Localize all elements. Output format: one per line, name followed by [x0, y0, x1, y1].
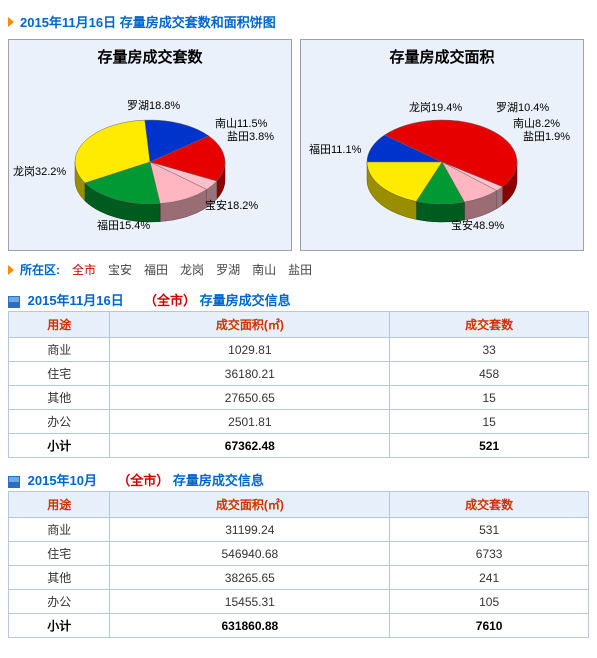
table-row: 住宅36180.21458: [9, 362, 589, 386]
pie-slice-label: 宝安48.9%: [451, 217, 504, 233]
table-cell: 15: [390, 410, 589, 434]
pie-slice-label: 龙岗32.2%: [13, 163, 66, 179]
pie-slice-label: 罗湖18.8%: [127, 97, 180, 113]
table-cell: 27650.65: [110, 386, 390, 410]
table-row: 商业31199.24531: [9, 518, 589, 542]
pie-slice-label: 南山11.5%: [215, 115, 267, 131]
pie-slice-label: 福田15.4%: [97, 217, 150, 233]
square-icon: [8, 296, 20, 308]
table-header: 用途: [9, 312, 110, 338]
table-row: 办公2501.8115: [9, 410, 589, 434]
table-cell: 67362.48: [110, 434, 390, 458]
table-row: 办公15455.31105: [9, 590, 589, 614]
table-cell: 其他: [9, 386, 110, 410]
table-subtotal-row: 小计67362.48521: [9, 434, 589, 458]
table-row: 住宅546940.686733: [9, 542, 589, 566]
district-filter-宝安[interactable]: 宝安: [108, 263, 132, 277]
table-cell: 住宅: [9, 362, 110, 386]
district-filter-全市[interactable]: 全市: [72, 263, 96, 277]
chart-box-2: 存量房成交面积 福田11.1%宝安48.9%盐田1.9%南山8.2%罗湖10.4…: [300, 39, 584, 251]
table-cell: 631860.88: [110, 614, 390, 638]
table-2: 用途成交面积(㎡)成交套数商业31199.24531住宅546940.68673…: [8, 491, 589, 638]
district-filter-row: 所在区: 全市宝安福田龙岗罗湖南山盐田: [8, 261, 589, 278]
table-header: 成交面积(㎡): [110, 492, 390, 518]
district-filter-盐田[interactable]: 盐田: [288, 263, 312, 277]
table-2-scope: （全市）: [117, 473, 169, 488]
table-cell: 住宅: [9, 542, 110, 566]
table-cell: 7610: [390, 614, 589, 638]
district-filter-福田[interactable]: 福田: [144, 263, 168, 277]
district-filter-龙岗[interactable]: 龙岗: [180, 263, 204, 277]
table-cell: 531: [390, 518, 589, 542]
table-1: 用途成交面积(㎡)成交套数商业1029.8133住宅36180.21458其他2…: [8, 311, 589, 458]
table-row: 商业1029.8133: [9, 338, 589, 362]
table-1-date: 2015年11月16日: [28, 293, 124, 308]
pie-slice-label: 罗湖10.4%: [496, 99, 549, 115]
table-cell: 31199.24: [110, 518, 390, 542]
table-header: 用途: [9, 492, 110, 518]
table-cell: 15455.31: [110, 590, 390, 614]
table-header: 成交套数: [390, 312, 589, 338]
table-header: 成交套数: [390, 492, 589, 518]
table-cell: 2501.81: [110, 410, 390, 434]
table-cell: 33: [390, 338, 589, 362]
table-subtotal-row: 小计631860.887610: [9, 614, 589, 638]
table-cell: 521: [390, 434, 589, 458]
table-cell: 商业: [9, 338, 110, 362]
chart-2-title: 存量房成交面积: [301, 40, 583, 67]
table-cell: 241: [390, 566, 589, 590]
pie-slice-label: 福田11.1%: [309, 141, 361, 157]
table-cell: 小计: [9, 434, 110, 458]
table-cell: 15: [390, 386, 589, 410]
table-cell: 办公: [9, 590, 110, 614]
table-cell: 其他: [9, 566, 110, 590]
pie-slice-label: 龙岗19.4%: [409, 99, 462, 115]
table-1-title: 2015年11月16日 （全市） 存量房成交信息: [8, 290, 589, 309]
chart-1-title: 存量房成交套数: [9, 40, 291, 67]
table-cell: 商业: [9, 518, 110, 542]
charts-header-title: 2015年11月16日 存量房成交套数和面积饼图: [20, 12, 276, 31]
pie-slice-label: 南山8.2%: [513, 115, 560, 131]
arrow-icon: [8, 265, 14, 275]
table-cell: 1029.81: [110, 338, 390, 362]
table-row: 其他38265.65241: [9, 566, 589, 590]
table-cell: 38265.65: [110, 566, 390, 590]
table-cell: 105: [390, 590, 589, 614]
filter-label: 所在区:: [20, 261, 60, 278]
pie-slice-label: 宝安18.2%: [205, 197, 258, 213]
table-cell: 458: [390, 362, 589, 386]
pie-chart-2: 福田11.1%宝安48.9%盐田1.9%南山8.2%罗湖10.4%龙岗19.4%: [301, 67, 583, 247]
table-1-scope: （全市）: [144, 293, 196, 308]
table-header: 成交面积(㎡): [110, 312, 390, 338]
table-cell: 36180.21: [110, 362, 390, 386]
pie-chart-1: 龙岗32.2%福田15.4%宝安18.2%盐田3.8%南山11.5%罗湖18.8…: [9, 67, 291, 247]
table-2-rest: 存量房成交信息: [173, 473, 264, 488]
chart-box-1: 存量房成交套数 龙岗32.2%福田15.4%宝安18.2%盐田3.8%南山11.…: [8, 39, 292, 251]
square-icon: [8, 476, 20, 488]
table-cell: 办公: [9, 410, 110, 434]
table-row: 其他27650.6515: [9, 386, 589, 410]
district-filter-罗湖[interactable]: 罗湖: [216, 263, 240, 277]
table-cell: 546940.68: [110, 542, 390, 566]
table-cell: 6733: [390, 542, 589, 566]
table-cell: 小计: [9, 614, 110, 638]
table-2-date: 2015年10月: [28, 473, 97, 488]
arrow-icon: [8, 17, 14, 27]
district-filter-南山[interactable]: 南山: [252, 263, 276, 277]
section-header-charts: 2015年11月16日 存量房成交套数和面积饼图: [8, 12, 589, 31]
table-1-rest: 存量房成交信息: [200, 293, 291, 308]
charts-row: 存量房成交套数 龙岗32.2%福田15.4%宝安18.2%盐田3.8%南山11.…: [8, 39, 589, 251]
table-2-title: 2015年10月 （全市） 存量房成交信息: [8, 470, 589, 489]
